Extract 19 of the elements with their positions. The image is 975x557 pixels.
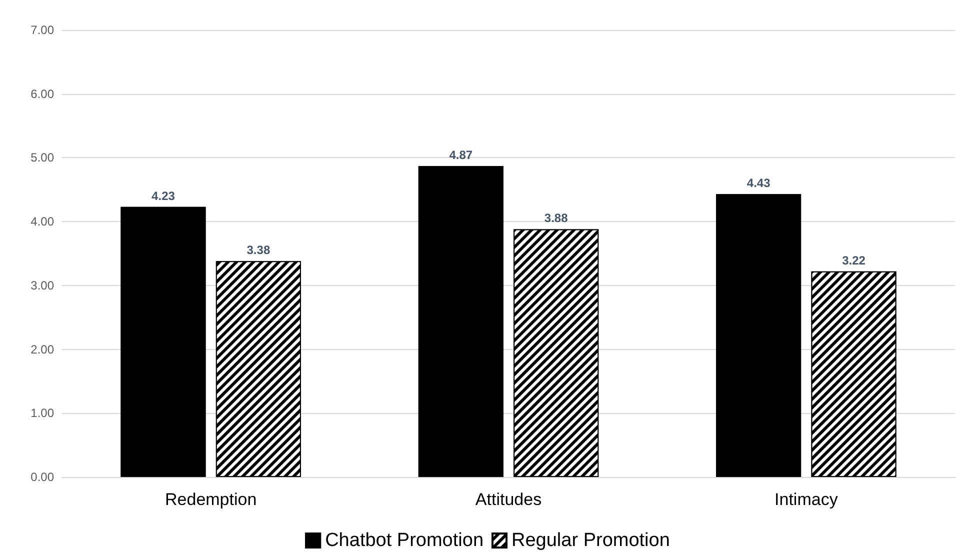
data-label: 4.23 [152,188,176,203]
y-tick-label: 6.00 [30,86,54,101]
y-tick-label: 0.00 [30,470,54,484]
y-tick-label: 5.00 [30,150,54,165]
data-label: 4.43 [746,176,771,190]
y-tick-label: 3.00 [30,278,54,292]
y-tick-label: 1.00 [30,406,54,420]
y-tick-label: 2.00 [30,342,54,356]
x-tick-label: Attitudes [475,490,542,509]
x-tick-label: Redemption [164,490,257,509]
legend-label: Chatbot Promotion [325,530,484,551]
data-label: 4.87 [449,148,473,162]
data-label: 3.38 [246,243,270,258]
y-tick-label: 4.00 [30,214,54,229]
legend-label: Regular Promotion [512,530,670,551]
y-tick-label: 7.00 [30,23,54,37]
data-label: 3.88 [544,211,568,226]
data-label: 3.22 [842,253,866,268]
x-tick-label: Intimacy [774,490,838,509]
